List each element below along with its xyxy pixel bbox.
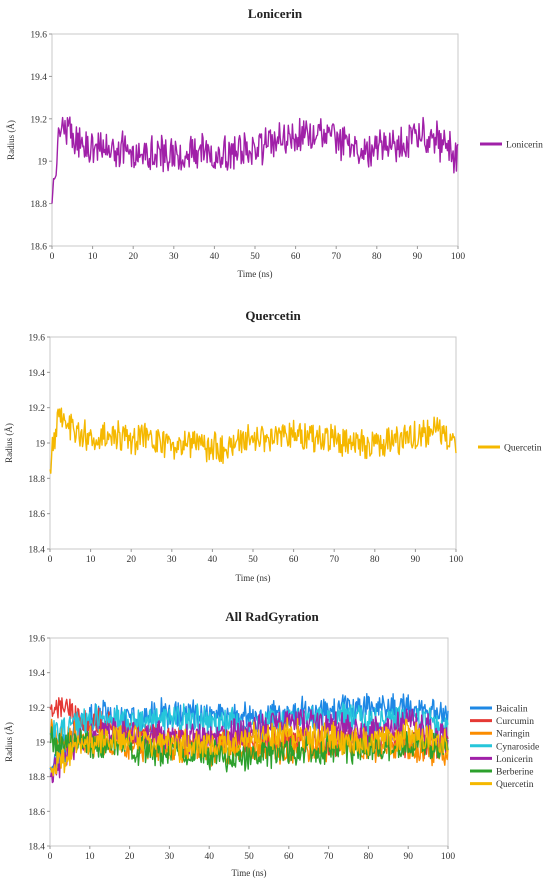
legend-label: Quercetin [504, 444, 542, 454]
x-tick-label: 70 [329, 555, 339, 565]
x-tick-label: 80 [364, 852, 374, 862]
x-tick-label: 90 [403, 852, 413, 862]
y-tick-label: 19.6 [28, 635, 45, 645]
legend-label: Quercetin [496, 780, 534, 790]
x-tick-label: 100 [449, 555, 464, 565]
y-ticks: 18.4 18.6 18.8 19 19.2 19.4 19.6 [28, 635, 50, 853]
x-tick-label: 30 [167, 555, 177, 565]
x-tick-label: 80 [370, 555, 380, 565]
x-tick-label: 50 [248, 555, 258, 565]
y-tick-label: 19.6 [28, 334, 45, 344]
y-tick-label: 19 [36, 440, 46, 450]
x-tick-label: 10 [85, 852, 95, 862]
x-tick-label: 10 [86, 555, 96, 565]
x-tick-label: 40 [208, 555, 218, 565]
legend-label: Cynaroside [496, 742, 539, 752]
x-axis-label: Time (ns) [238, 269, 273, 279]
legend: Quercetin [478, 444, 542, 454]
legend: Baicalin Curcumin Naringin Cynaroside Lonice… [470, 705, 539, 790]
x-tick-label: 0 [48, 555, 53, 565]
series-lines [51, 116, 459, 204]
x-tick-label: 80 [372, 252, 382, 262]
x-tick-label: 50 [250, 252, 260, 262]
x-tick-label: 10 [88, 252, 98, 262]
series-line-quercetin [49, 717, 449, 777]
y-tick-label: 19.4 [30, 73, 47, 83]
x-tick-label: 90 [413, 252, 423, 262]
y-tick-label: 18.4 [28, 843, 45, 853]
y-tick-label: 19 [38, 158, 48, 168]
x-tick-label: 70 [324, 852, 334, 862]
x-tick-label: 70 [331, 252, 341, 262]
chart-title: Lonicerin [248, 6, 303, 21]
x-tick-label: 60 [284, 852, 294, 862]
chart-lonicerin: Lonicerin 18.6 18.8 19 19.2 19.4 19.6 0 10 20 30… [6, 6, 543, 279]
y-axis-label: Radius (Å) [4, 423, 14, 463]
x-tick-label: 40 [204, 852, 214, 862]
chart-title: Quercetin [245, 308, 301, 323]
y-tick-label: 18.8 [28, 773, 45, 783]
x-ticks: 0 10 20 30 40 50 60 70 80 90 100 [48, 846, 456, 862]
y-tick-label: 18.4 [28, 546, 45, 556]
x-tick-label: 20 [128, 252, 138, 262]
y-tick-label: 19.2 [28, 404, 45, 414]
legend-label: Naringin [496, 730, 530, 740]
legend-label: Baicalin [496, 705, 528, 715]
series-lines [49, 693, 449, 784]
x-ticks: 0 10 20 30 40 50 60 70 80 90 100 [48, 549, 464, 565]
y-axis-label: Radius (Å) [6, 120, 16, 160]
y-tick-label: 18.6 [28, 510, 45, 520]
y-tick-label: 19.6 [30, 31, 47, 41]
x-tick-label: 90 [411, 555, 421, 565]
x-axis-label: Time (ns) [232, 868, 267, 878]
x-ticks: 0 10 20 30 40 50 60 70 80 90 100 [50, 246, 466, 262]
y-axis-label: Radius (Å) [4, 722, 14, 762]
x-tick-label: 30 [169, 252, 179, 262]
y-ticks: 18.4 18.6 18.8 19 19.2 19.4 19.6 [28, 334, 50, 556]
x-axis-label: Time (ns) [236, 573, 271, 583]
legend-label: Curcumin [496, 717, 534, 727]
y-tick-label: 19.2 [30, 115, 47, 125]
x-tick-label: 0 [48, 852, 53, 862]
chart-title: All RadGyration [225, 609, 319, 624]
chart-quercetin: Quercetin 18.4 18.6 18.8 19 19.2 19.4 19.6 0 10… [4, 308, 542, 583]
legend-label: Lonicerin [496, 755, 533, 765]
x-tick-label: 50 [244, 852, 254, 862]
x-tick-label: 30 [165, 852, 175, 862]
series-line-berberine [49, 726, 449, 773]
series-line-lonicerin [51, 116, 459, 204]
legend-label: Lonicerin [506, 141, 543, 151]
y-tick-label: 18.6 [28, 808, 45, 818]
legend-label: Berberine [496, 768, 533, 778]
y-tick-label: 18.8 [30, 200, 47, 210]
y-ticks: 18.6 18.8 19 19.2 19.4 19.6 [30, 31, 52, 253]
x-tick-label: 100 [441, 852, 456, 862]
x-tick-label: 60 [289, 555, 299, 565]
series-line-quercetin [49, 407, 457, 474]
x-tick-label: 0 [50, 252, 55, 262]
y-tick-label: 19.4 [28, 369, 45, 379]
chart-all-radgyration: All RadGyration 18.4 18.6 18.8 19 19.2 19.4 19… [4, 609, 539, 878]
x-tick-label: 20 [126, 555, 136, 565]
x-tick-label: 60 [291, 252, 301, 262]
y-tick-label: 18.6 [30, 243, 47, 253]
y-tick-label: 19 [36, 739, 46, 749]
y-tick-label: 19.2 [28, 704, 45, 714]
series-lines [49, 407, 457, 474]
y-tick-label: 18.8 [28, 475, 45, 485]
legend: Lonicerin [480, 141, 543, 151]
x-tick-label: 20 [125, 852, 135, 862]
x-tick-label: 40 [210, 252, 220, 262]
y-tick-label: 19.4 [28, 669, 45, 679]
x-tick-label: 100 [451, 252, 466, 262]
